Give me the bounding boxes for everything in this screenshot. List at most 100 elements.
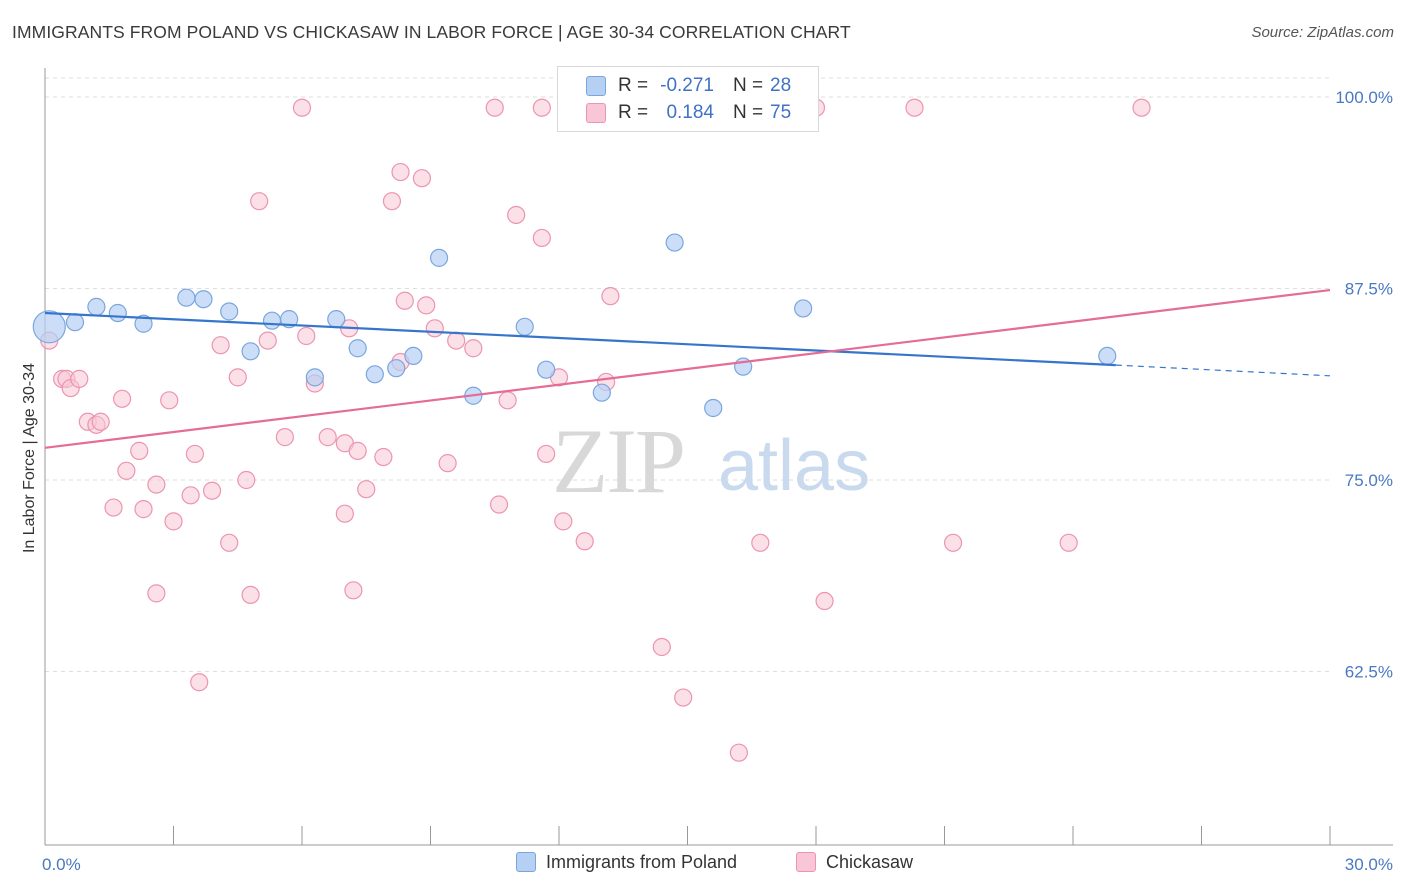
chickasaw-point xyxy=(417,296,436,315)
poland-point xyxy=(704,398,723,418)
chickasaw-point xyxy=(181,486,200,505)
r-label: R = xyxy=(618,75,649,96)
chickasaw-point xyxy=(104,498,123,517)
chickasaw-point xyxy=(220,533,239,552)
poland-point xyxy=(404,346,423,366)
chickasaw-point xyxy=(537,444,556,464)
chickasaw-point xyxy=(202,481,222,500)
r-value: 0.184 xyxy=(666,102,714,123)
chickasaw-point xyxy=(237,470,256,490)
poland-point xyxy=(429,248,449,267)
chickasaw-point xyxy=(554,512,573,531)
chickasaw-point xyxy=(348,441,367,460)
poland-point xyxy=(515,317,534,336)
y-tick-label: 62.5% xyxy=(1345,663,1393,682)
n-label: N = xyxy=(733,102,764,123)
poland-swatch xyxy=(516,852,536,872)
n-value: 28 xyxy=(770,75,792,96)
source-label: Source: ZipAtlas.com xyxy=(1251,24,1394,41)
chickasaw-point xyxy=(1132,98,1151,117)
poland-swatch xyxy=(586,76,606,96)
poland-point xyxy=(177,288,196,307)
poland-point xyxy=(387,359,406,378)
chickasaw-point xyxy=(601,287,620,306)
chickasaw-point xyxy=(190,673,209,692)
poland-point xyxy=(365,365,384,384)
chickasaw-point xyxy=(382,192,402,211)
axes xyxy=(44,68,1393,846)
y-tick-label: 87.5% xyxy=(1345,280,1393,299)
poland-point xyxy=(87,297,106,316)
chickasaw-point xyxy=(91,412,110,431)
poland-point xyxy=(537,360,556,379)
r-value: -0.271 xyxy=(660,75,714,96)
chickasaw-point xyxy=(652,637,671,657)
chickasaw-point xyxy=(292,98,312,117)
poland-point xyxy=(327,310,346,329)
chickasaw-point xyxy=(70,369,89,388)
poland-trend-extension xyxy=(1115,364,1331,377)
legend-label-chickasaw: Chickasaw xyxy=(826,852,914,872)
chickasaw-point xyxy=(160,391,179,410)
chickasaw-point xyxy=(117,461,136,480)
r-label: R = xyxy=(618,102,649,123)
chickasaw-point xyxy=(112,389,132,408)
poland-point xyxy=(280,310,299,329)
chickasaw-point xyxy=(374,447,393,467)
chickasaw-point xyxy=(532,228,551,248)
chickasaw-point xyxy=(674,688,693,707)
chickasaw-point xyxy=(335,504,354,523)
chickasaw-point xyxy=(130,441,149,460)
chickasaw-point xyxy=(489,495,509,514)
poland-point xyxy=(305,368,324,387)
n-label: N = xyxy=(733,75,764,96)
x-tick-labels: 0.0% 30.0% xyxy=(42,855,1393,874)
y-tick-labels: 62.5% 75.0% 87.5% 100.0% xyxy=(1335,88,1393,682)
legend-row-chickasaw: R = 0.184 N = 75 xyxy=(558,102,818,126)
chickasaw-point xyxy=(228,368,247,387)
chickasaw-point xyxy=(729,743,749,762)
chickasaw-point xyxy=(391,162,410,182)
poland-point xyxy=(108,303,127,323)
series-legend: Immigrants from Poland Chickasaw xyxy=(0,852,1406,878)
chickasaw-point xyxy=(943,533,963,552)
chickasaw-point xyxy=(498,391,517,410)
chickasaw-point xyxy=(532,98,551,117)
chickasaw-point xyxy=(751,533,770,552)
poland-point xyxy=(1098,346,1117,366)
chart-title: IMMIGRANTS FROM POLAND VS CHICKASAW IN L… xyxy=(12,22,851,42)
chickasaw-point xyxy=(464,339,483,358)
poland-point xyxy=(65,313,85,332)
n-value: 75 xyxy=(770,102,792,123)
poland-trend-line xyxy=(44,311,1116,367)
poland-points xyxy=(32,233,1117,418)
poland-point xyxy=(665,233,684,252)
chickasaw-point xyxy=(275,428,294,447)
chickasaw-point xyxy=(297,326,316,346)
chickasaw-point xyxy=(185,444,205,464)
chickasaw-point xyxy=(147,475,166,494)
chickasaw-point xyxy=(815,591,834,611)
y-tick-label: 75.0% xyxy=(1345,471,1393,490)
chickasaw-point xyxy=(412,169,432,188)
watermark-atlas: atlas xyxy=(718,426,870,506)
chickasaw-point xyxy=(250,192,269,211)
correlation-legend: R = -0.271 N = 28 R = 0.184 N = 75 xyxy=(557,66,819,132)
chickasaw-point xyxy=(357,480,376,499)
legend-item-poland: Immigrants from Poland xyxy=(516,852,737,873)
chickasaw-point xyxy=(241,585,260,605)
chickasaw-swatch xyxy=(586,103,606,123)
legend-item-chickasaw: Chickasaw xyxy=(796,852,913,873)
chickasaw-swatch xyxy=(796,852,816,872)
chickasaw-point xyxy=(164,512,183,531)
chickasaw-point xyxy=(425,319,444,338)
chickasaw-point xyxy=(344,581,363,600)
chickasaw-point xyxy=(318,428,337,447)
chickasaw-point xyxy=(485,98,504,117)
chickasaw-point xyxy=(211,336,230,355)
chickasaw-point xyxy=(134,500,153,519)
legend-label-poland: Immigrants from Poland xyxy=(546,852,738,872)
chickasaw-point xyxy=(447,331,466,350)
chickasaw-point xyxy=(147,584,166,603)
poland-point xyxy=(241,342,260,361)
